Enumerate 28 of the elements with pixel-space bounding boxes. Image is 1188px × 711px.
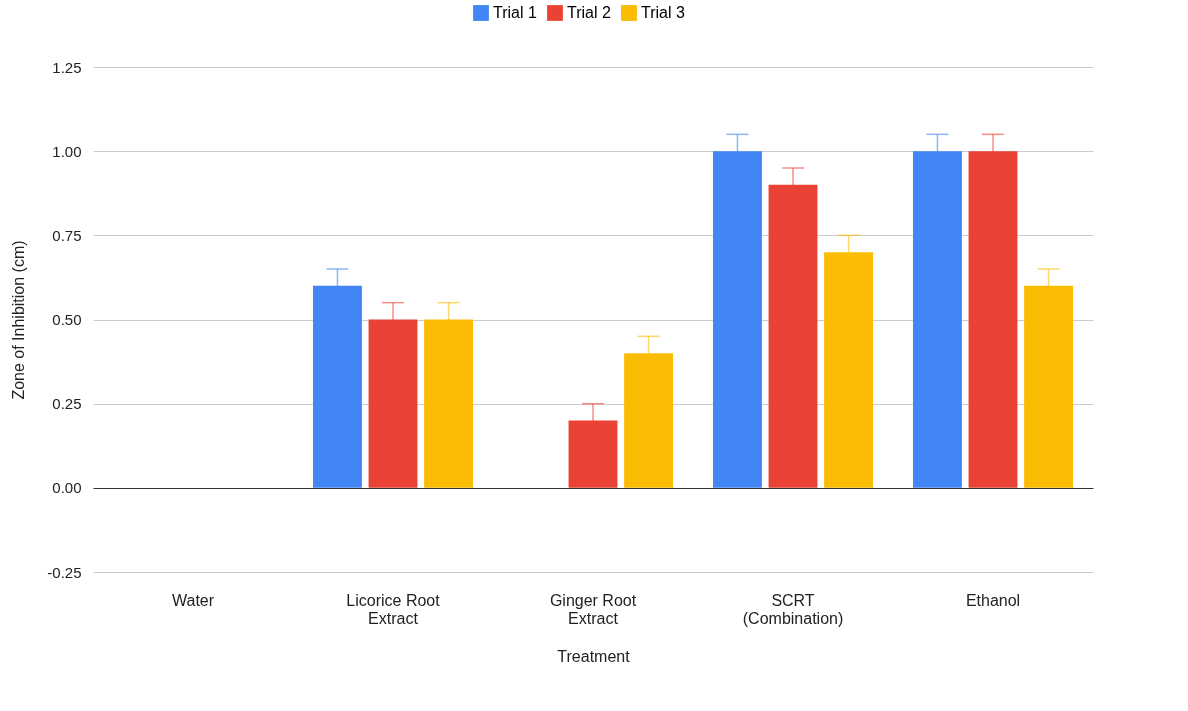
bar — [913, 151, 962, 488]
y-tick-label: 1.25 — [52, 58, 82, 76]
bar — [313, 285, 362, 488]
y-tick-label: 0.50 — [52, 311, 82, 328]
y-axis-title: Zone of Inhibition (cm) — [10, 240, 28, 400]
x-tick-label: Water — [171, 591, 215, 609]
x-tick-label: Ethanol — [965, 591, 1021, 609]
bar — [1024, 285, 1073, 488]
x-tick-label: Licorice Root Extract — [346, 591, 441, 627]
bar — [713, 151, 762, 488]
legend-label: Trial 3 — [641, 4, 685, 21]
bar — [768, 184, 818, 488]
y-tick-label: 0.75 — [52, 226, 82, 244]
y-tick-label: 1.00 — [52, 142, 82, 160]
bar — [368, 319, 418, 488]
x-axis-title: Treatment — [557, 647, 631, 665]
x-tick-label: SCRT (Combination) — [742, 591, 844, 627]
bar — [624, 353, 673, 488]
bar — [824, 252, 873, 488]
x-tick-label: Ginger Root Extract — [549, 591, 637, 627]
bar — [968, 151, 1018, 488]
y-tick-label: 0.25 — [52, 395, 82, 413]
legend-label: Trial 1 — [493, 4, 537, 21]
bar — [568, 420, 618, 488]
bar — [424, 319, 473, 488]
y-tick-label: -0.25 — [47, 563, 82, 581]
y-tick-label: 0.00 — [52, 479, 82, 497]
legend-label: Trial 2 — [567, 4, 611, 21]
